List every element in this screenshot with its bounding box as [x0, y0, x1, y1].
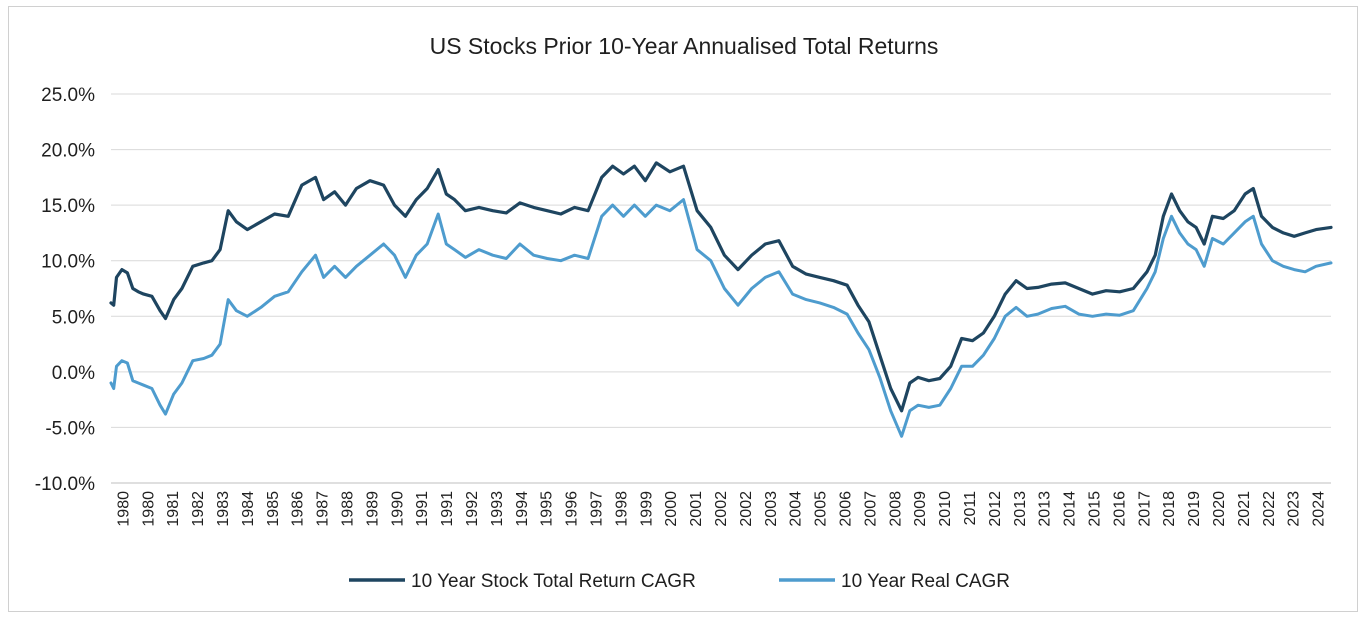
y-tick-label: 5.0%: [52, 307, 95, 328]
x-tick-label: 1987: [315, 491, 332, 527]
chart: US Stocks Prior 10-Year Annualised Total…: [35, 33, 1333, 592]
x-tick-label: 1991: [414, 491, 431, 527]
legend: 10 Year Stock Total Return CAGR 10 Year R…: [349, 571, 1010, 592]
x-tick-label: 1993: [489, 491, 506, 527]
x-tick-label: 1992: [464, 491, 481, 527]
x-tick-label: 2020: [1211, 491, 1228, 527]
y-tick-label: 25.0%: [41, 85, 95, 106]
x-tick-label: 2024: [1311, 491, 1328, 527]
y-axis-ticks: 25.0% 20.0% 15.0% 10.0% 5.0% 0.0% -5.0% -10.0%: [35, 85, 95, 495]
x-tick-label: 2017: [1136, 491, 1153, 527]
series-lines: [109, 161, 1333, 438]
x-tick-label: 2002: [738, 491, 755, 527]
chart-frame: US Stocks Prior 10-Year Annualised Total…: [8, 6, 1358, 612]
x-tick-label: 2022: [1261, 491, 1278, 527]
x-tick-label: 2011: [962, 491, 979, 526]
x-tick-label: 2015: [1086, 491, 1103, 527]
series-line-real: [109, 198, 1333, 438]
x-tick-label: 2019: [1186, 491, 1203, 527]
x-tick-label: 1983: [215, 491, 232, 527]
x-tick-label: 1986: [290, 491, 307, 527]
gridlines: [111, 93, 1331, 484]
y-tick-label: -5.0%: [45, 418, 95, 439]
legend-label: 10 Year Real CAGR: [841, 571, 1010, 592]
x-tick-label: 1980: [115, 491, 132, 527]
legend-item: 10 Year Real CAGR: [779, 571, 1010, 592]
y-tick-label: 10.0%: [41, 252, 95, 273]
x-tick-label: 2016: [1111, 491, 1128, 527]
x-tick-label: 1989: [364, 491, 381, 527]
y-tick-label: 20.0%: [41, 141, 95, 162]
x-tick-label: 2008: [887, 491, 904, 527]
x-tick-label: 2021: [1236, 491, 1253, 527]
chart-title: US Stocks Prior 10-Year Annualised Total…: [430, 33, 939, 59]
x-tick-label: 1990: [389, 491, 406, 527]
x-tick-label: 2009: [912, 491, 929, 527]
x-tick-label: 2013: [1012, 491, 1029, 527]
x-tick-label: 1984: [240, 491, 257, 527]
x-tick-label: 1982: [190, 491, 207, 527]
x-axis-ticks: 1980 1980 1981 1982 1983 1984 1985 1986 1987 1988…: [115, 491, 1327, 527]
x-tick-label: 2018: [1161, 491, 1178, 527]
x-tick-label: 2012: [987, 491, 1004, 527]
series-line-total-return: [109, 161, 1333, 413]
x-tick-label: 1991: [439, 491, 456, 527]
x-tick-label: 2005: [813, 491, 830, 527]
x-tick-label: 2000: [663, 491, 680, 527]
x-tick-label: 2014: [1062, 491, 1079, 527]
x-tick-label: 1994: [514, 491, 531, 527]
x-tick-label: 1985: [265, 491, 282, 527]
x-tick-label: 2023: [1286, 491, 1303, 527]
x-tick-label: 2001: [688, 491, 705, 527]
legend-item: 10 Year Stock Total Return CAGR: [349, 571, 696, 592]
x-tick-label: 1981: [165, 491, 182, 527]
x-tick-label: 1988: [340, 491, 357, 527]
y-tick-label: -10.0%: [35, 474, 95, 495]
x-tick-label: 1995: [539, 491, 556, 527]
x-tick-label: 2003: [763, 491, 780, 527]
x-tick-label: 1997: [589, 491, 606, 527]
x-tick-label: 1996: [564, 491, 581, 527]
x-tick-label: 1999: [638, 491, 655, 527]
y-tick-label: 15.0%: [41, 196, 95, 217]
legend-label: 10 Year Stock Total Return CAGR: [411, 571, 696, 592]
x-tick-label: 1980: [140, 491, 157, 527]
x-tick-label: 2013: [1037, 491, 1054, 527]
x-tick-label: 1998: [613, 491, 630, 527]
x-tick-label: 2002: [713, 491, 730, 527]
x-tick-label: 2006: [837, 491, 854, 527]
x-tick-label: 2004: [788, 491, 805, 527]
x-tick-label: 2010: [937, 491, 954, 527]
y-tick-label: 0.0%: [52, 363, 95, 384]
x-tick-label: 2007: [862, 491, 879, 527]
